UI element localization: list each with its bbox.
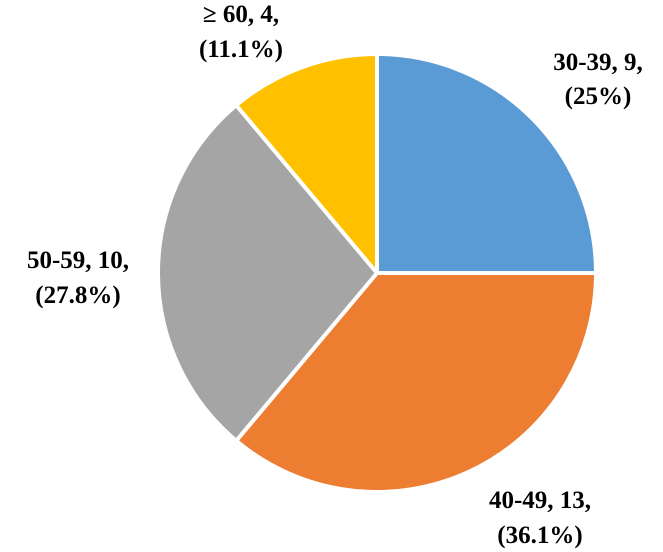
pie-slice-60 — [234, 52, 379, 275]
slice-label-line2: (25%) — [565, 83, 632, 110]
slice-label-line2: (36.1%) — [497, 522, 582, 549]
slice-label-line1: 30-39, 9, — [553, 49, 643, 76]
slice-label-2: 50-59, 10, (27.8%) — [27, 247, 129, 309]
slice-label-1: 40-49, 13, (36.1%) — [489, 487, 591, 549]
slice-label-line1: ≥ 60, 4, — [203, 1, 279, 28]
slice-label-line2: (11.1%) — [199, 36, 283, 63]
pie-slice-30-39 — [375, 52, 598, 275]
pie-slices — [156, 52, 598, 494]
slice-label-line1: 40-49, 13, — [489, 487, 591, 514]
slice-labels: 30-39, 9, (25%) 40-49, 13, (36.1%) 50-59, 10… — [27, 1, 643, 549]
pie-slice-50-59 — [156, 103, 379, 443]
pie-slice-40-49 — [234, 271, 598, 494]
slice-label-line2: (27.8%) — [35, 282, 120, 309]
slice-label-line1: 50-59, 10, — [27, 247, 129, 274]
slice-label-3: ≥ 60, 4, (11.1%) — [199, 1, 283, 63]
slice-label-0: 30-39, 9, (25%) — [553, 49, 643, 110]
